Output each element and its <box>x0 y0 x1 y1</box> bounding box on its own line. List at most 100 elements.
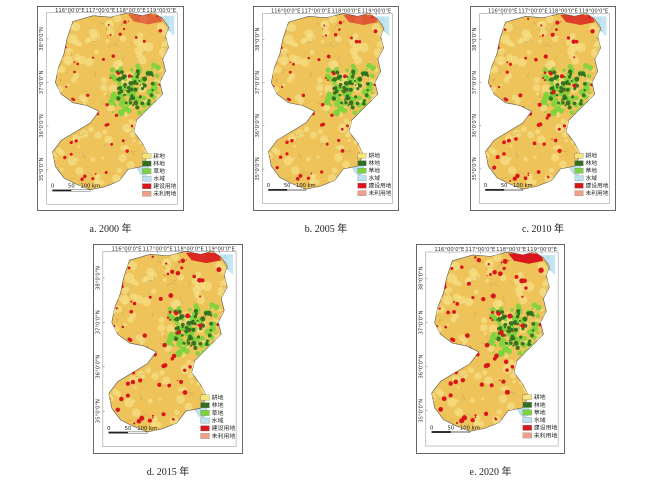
scale-label: 0 <box>267 183 270 189</box>
legend-swatch <box>357 152 367 159</box>
legend-swatch <box>142 153 152 159</box>
map-panel-2: 116°00'0"E 117°00'0"E 118°00'0"E 119°00'0"E… <box>253 6 399 211</box>
panel-caption: c. 2010 年 <box>522 224 564 235</box>
legend-label: 草地 <box>368 167 380 175</box>
legend-label: 水域 <box>585 174 597 182</box>
legend-swatch <box>357 160 367 166</box>
legend-label: 水域 <box>153 175 165 183</box>
latitude-tick-label: 36°0'0"N <box>39 114 45 138</box>
latitude-tick-label: 38°0'0"N <box>255 28 261 52</box>
scale-label: 100 km <box>296 183 316 189</box>
map-panel-5: 116°00'0"E 117°00'0"E 118°00'0"E 119°00'0"E… <box>416 244 565 454</box>
scale-label: 0 <box>51 184 54 190</box>
scale-label: 100 km <box>137 426 157 432</box>
legend-swatch <box>142 168 152 174</box>
panel-caption: b. 2005 年 <box>304 224 348 235</box>
latitude-tick-label: 35°0'0"N <box>39 157 45 181</box>
legend-swatch <box>142 175 152 182</box>
legend-swatch <box>522 432 532 439</box>
legend-swatch <box>142 160 152 167</box>
scale-label: 100 km <box>80 184 100 190</box>
scale-bar: 0 50 100 km <box>267 183 316 191</box>
legend-label: 建设用地 <box>212 424 236 432</box>
legend-label: 未利用地 <box>585 189 608 197</box>
legend-swatch <box>522 417 532 423</box>
legend-label: 林地 <box>585 159 597 167</box>
legend-label: 草地 <box>212 409 224 417</box>
legend-swatch <box>142 183 152 189</box>
scale-label: 0 <box>484 183 487 189</box>
legend-swatch <box>200 433 210 439</box>
legend-swatch <box>200 425 210 432</box>
legend-swatch <box>522 409 532 416</box>
longitude-tick-label: 117°00'0"E <box>301 9 330 15</box>
legend-label: 林地 <box>212 401 224 409</box>
map-frame <box>425 251 559 447</box>
latitude-tick-label: 36°0'0"N <box>255 114 261 138</box>
legend-label: 水域 <box>212 417 224 425</box>
map-frame <box>262 13 393 204</box>
latitude-tick-label: 35°0'0"N <box>255 157 261 181</box>
legend-swatch <box>200 402 210 409</box>
scale-bar: 0 50 100 km <box>484 183 533 191</box>
panel-caption: e. 2020 年 <box>469 467 512 478</box>
legend-label: 建设用地 <box>585 182 608 190</box>
longitude-tick-label: 119°00'0"E <box>527 247 557 253</box>
longitude-tick-label: 119°00'0"E <box>362 9 391 15</box>
latitude-tick-label: 36°0'0"N <box>95 355 101 379</box>
legend-swatch <box>357 190 367 196</box>
latitude-tick-label: 36°0'0"N <box>418 355 424 379</box>
legend-label: 耕地 <box>368 152 380 160</box>
legend-swatch <box>200 394 210 401</box>
longitude-tick-label: 116°00'0"E <box>111 246 142 252</box>
longitude-tick-label: 118°00'0"E <box>174 246 205 252</box>
legend-swatch <box>522 424 532 431</box>
latitude-tick-label: 38°0'0"N <box>39 27 45 51</box>
longitude-tick-label: 116°00'0"E <box>55 8 85 14</box>
longitude-tick-label: 116°00'0"E <box>271 9 300 15</box>
legend-swatch <box>574 175 584 181</box>
scale-bar: 0 50 100 km <box>107 426 157 434</box>
longitude-tick-label: 118°00'0"E <box>548 9 577 15</box>
longitude-tick-label: 117°00'0"E <box>518 9 547 15</box>
legend-swatch <box>357 175 367 181</box>
legend-label: 建设用地 <box>534 424 558 432</box>
legend-label: 未利用地 <box>153 190 176 198</box>
longitude-tick-label: 117°00'0"E <box>465 247 495 253</box>
latitude-tick-label: 37°0'0"N <box>39 70 45 94</box>
legend-swatch <box>522 394 532 401</box>
longitude-tick-label: 117°00'0"E <box>86 8 116 14</box>
legend-label: 耕地 <box>153 152 165 160</box>
scale-label: 50 <box>284 183 291 189</box>
map-panel-1: 116°00'0"E 117°00'0"E 118°00'0"E 119°00'0"E… <box>37 6 184 211</box>
longitude-tick-label: 118°00'0"E <box>116 8 146 14</box>
legend-swatch <box>574 167 584 174</box>
scale-label: 50 <box>68 184 75 190</box>
legend-label: 草地 <box>153 167 165 175</box>
longitude-tick-label: 119°00'0"E <box>146 8 176 14</box>
scale-bar: 0 50 100 km <box>51 184 100 192</box>
legend-swatch <box>522 402 532 408</box>
longitude-tick-label: 117°00'0"E <box>143 246 174 252</box>
latitude-tick-label: 37°0'0"N <box>418 311 424 335</box>
land-use-map: 116°00'0"E 117°00'0"E 118°00'0"E 119°00'0"E… <box>255 9 393 204</box>
legend-label: 建设用地 <box>368 182 391 190</box>
latitude-tick-label: 38°0'0"N <box>472 28 478 52</box>
legend-label: 林地 <box>534 401 546 409</box>
longitude-tick-label: 118°00'0"E <box>496 247 526 253</box>
map-panel-4: 116°00'0"E 117°00'0"E 118°00'0"E 119°00'0"E… <box>93 244 243 454</box>
legend-label: 耕地 <box>212 393 224 401</box>
legend-label: 草地 <box>585 167 597 175</box>
longitude-tick-label: 119°00'0"E <box>579 9 608 15</box>
land-use-map: 116°00'0"E 117°00'0"E 118°00'0"E 119°00'0"E… <box>472 9 610 204</box>
legend-label: 耕地 <box>585 152 597 160</box>
scale-label: 0 <box>107 426 111 432</box>
longitude-tick-label: 116°00'0"E <box>488 9 517 15</box>
latitude-tick-label: 38°0'0"N <box>95 266 101 290</box>
legend-swatch <box>200 410 210 416</box>
